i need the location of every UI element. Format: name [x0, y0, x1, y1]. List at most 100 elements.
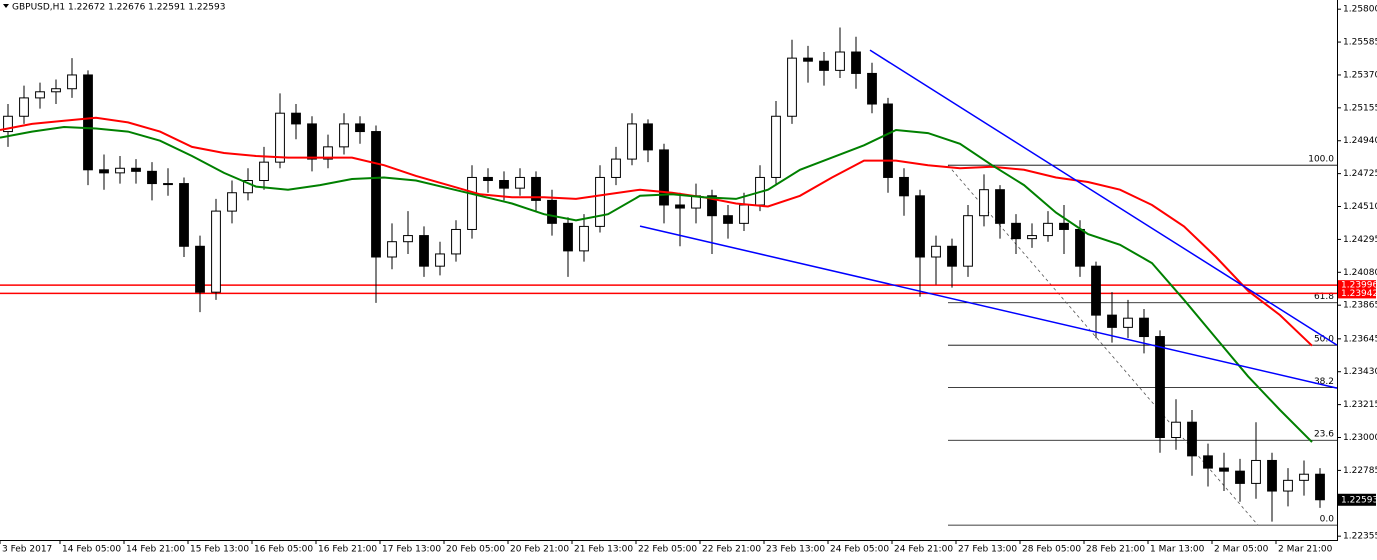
candle-body: [451, 228, 461, 255]
x-tick-label: 27 Feb 13:00: [958, 545, 1017, 555]
candle-body: [99, 169, 109, 174]
candle-body: [403, 235, 413, 243]
moving-average: [0, 125, 1313, 443]
candle-body: [915, 195, 925, 258]
candle-body: [435, 253, 445, 267]
candle-body: [387, 241, 397, 258]
x-tick-label: 14 Feb 05:00: [62, 545, 121, 555]
candle-body: [339, 123, 349, 148]
candle-body: [323, 146, 333, 160]
candle-body: [931, 245, 941, 258]
candle-body: [1251, 459, 1261, 484]
candle-body: [1219, 467, 1229, 472]
x-tick-label: 28 Feb 05:00: [1022, 545, 1081, 555]
x-tick-label: 20 Feb 05:00: [446, 545, 505, 555]
x-tick-label: 1 Mar 13:00: [1150, 545, 1205, 555]
x-tick-label: 24 Feb 05:00: [830, 545, 889, 555]
candle-body: [787, 57, 797, 117]
y-tick-label: 1.24940: [1343, 136, 1377, 146]
candle-body: [547, 199, 557, 224]
x-tick-label: 23 Feb 13:00: [766, 545, 825, 555]
candle-body: [211, 210, 221, 293]
candle-body: [515, 176, 525, 189]
chart-title: GBPUSD,H1 1.22672 1.22676 1.22591 1.2259…: [12, 3, 225, 13]
candle-body: [531, 176, 541, 201]
candle-body: [467, 176, 477, 230]
candle-body: [227, 192, 237, 212]
candle-body: [1059, 222, 1069, 230]
candle-body: [67, 74, 77, 90]
candle-body: [1123, 317, 1133, 328]
x-tick-label: 14 Feb 21:00: [126, 545, 185, 555]
x-tick-label: 28 Feb 21:00: [1086, 545, 1145, 555]
x-tick-label: 16 Feb 21:00: [318, 545, 377, 555]
x-tick-label: 21 Feb 13:00: [574, 545, 633, 555]
candle-body: [355, 123, 365, 133]
candle-body: [771, 115, 781, 178]
candle-body: [483, 176, 493, 182]
candle-body: [1187, 421, 1197, 457]
y-tick-label: 1.22785: [1343, 466, 1377, 476]
candle-body: [1139, 317, 1149, 338]
price-label-box: [1338, 280, 1376, 291]
y-tick-label: 1.25155: [1343, 103, 1377, 113]
candle-body: [723, 215, 733, 224]
y-tick-label: 1.22355: [1343, 532, 1377, 542]
y-tick-label: 1.25800: [1343, 5, 1377, 15]
candle-body: [707, 195, 717, 217]
moving-average: [0, 116, 1313, 347]
fib-label: 100.0: [1308, 155, 1334, 165]
candle-body: [659, 149, 669, 206]
x-tick-label: 15 Feb 13:00: [190, 545, 249, 555]
candle-body: [675, 204, 685, 209]
candle-body: [1107, 314, 1117, 328]
candle-body: [1267, 459, 1277, 492]
candle-body: [1283, 479, 1293, 492]
x-tick-label: 24 Feb 21:00: [894, 545, 953, 555]
candle-body: [1011, 222, 1021, 240]
price-label: 1.23942: [1341, 289, 1377, 299]
fib-label: 38.2: [1314, 377, 1334, 387]
y-tick-label: 1.24510: [1343, 202, 1377, 212]
candle-body: [995, 189, 1005, 224]
trendline: [869, 49, 1338, 346]
candle-body: [51, 88, 61, 93]
fib-label: 61.8: [1314, 292, 1334, 302]
y-tick-label: 1.24080: [1343, 268, 1377, 278]
candle-body: [883, 103, 893, 178]
price-label: 1.23996: [1341, 281, 1377, 291]
candle-body: [1027, 235, 1037, 240]
candle-body: [163, 183, 173, 186]
candle-body: [563, 222, 573, 252]
y-tick-label: 1.25585: [1343, 38, 1377, 48]
candle-body: [1171, 421, 1181, 439]
candle-body: [1091, 265, 1101, 316]
candle-body: [947, 245, 957, 267]
candle-body: [307, 123, 317, 160]
candle-body: [1155, 336, 1165, 439]
candle-body: [131, 167, 141, 172]
candle-body: [35, 91, 45, 99]
y-tick-label: 1.23215: [1343, 400, 1377, 410]
candle-body: [595, 176, 605, 227]
fib-label: 23.6: [1314, 430, 1334, 440]
candle-body: [275, 112, 285, 163]
candle-body: [979, 189, 989, 217]
candle-body: [291, 112, 301, 125]
y-tick-label: 1.23865: [1343, 301, 1377, 311]
x-tick-label: 16 Feb 05:00: [254, 545, 313, 555]
candle-body: [1075, 228, 1085, 267]
x-tick-label: 22 Feb 05:00: [638, 545, 697, 555]
menu-icon: [3, 4, 9, 8]
candle-body: [819, 60, 829, 71]
candle-body: [579, 225, 589, 252]
candle-body: [963, 215, 973, 267]
x-tick-label: 3 Feb 2017: [2, 545, 52, 555]
candle-body: [803, 57, 813, 62]
candle-body: [899, 176, 909, 197]
candle-body: [851, 51, 861, 74]
candle-body: [867, 72, 877, 105]
y-tick-label: 1.24725: [1343, 169, 1377, 179]
